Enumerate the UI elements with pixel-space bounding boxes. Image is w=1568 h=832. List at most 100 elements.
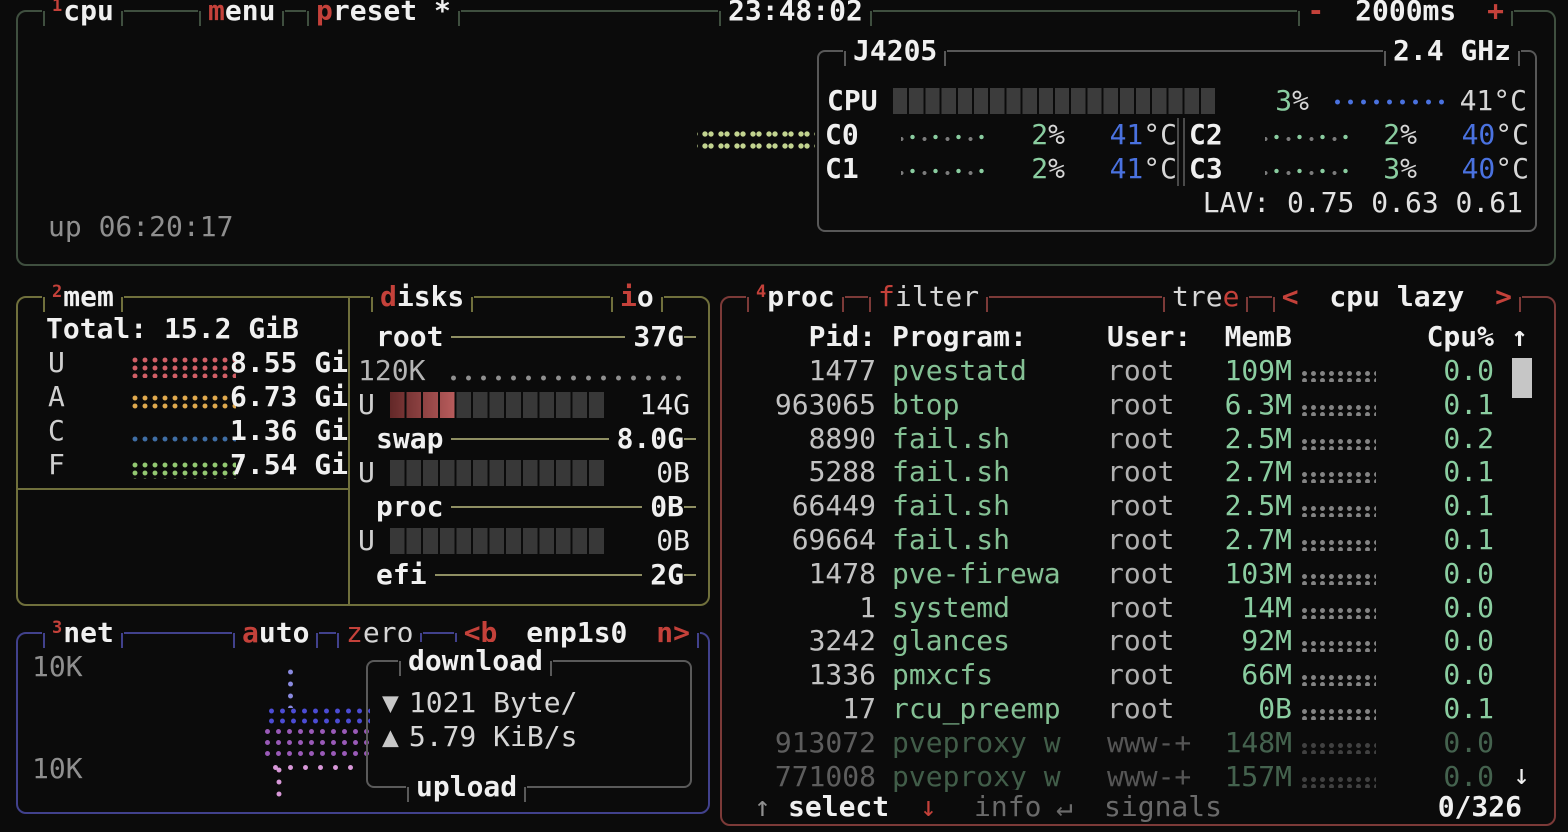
cpu-total-row: CPU 3% 41°C (819, 84, 1535, 118)
core-usage-graph (1265, 129, 1355, 141)
core-label: C0 (825, 118, 859, 151)
process-cpu-graph (1300, 775, 1376, 788)
process-cpu-graph (1300, 606, 1376, 619)
core-temp: 40°C (1461, 118, 1529, 151)
process-pid: 8890 (808, 421, 876, 455)
mem-box-title[interactable]: 2mem (42, 278, 124, 316)
process-row[interactable]: 17 rcu_preemp root 0B 0.1 (732, 692, 1524, 726)
sort-next-button[interactable]: > (1495, 280, 1512, 313)
net-upload-graph (268, 762, 362, 774)
net-speed-panel: download ▼ 1021 Byte/ ▲ 5.79 KiB/s upload (366, 642, 692, 806)
process-program: pveproxy w (892, 759, 1061, 793)
process-program: rcu_preemp (892, 692, 1061, 725)
proc-box-title[interactable]: 4proc (746, 278, 845, 316)
cpu-cores: C0 2% 41°C C1 2% 41°C C2 2% 40°C C3 3% 4… (825, 118, 1529, 186)
column-user[interactable]: User: (1107, 320, 1192, 353)
filter-button[interactable]: filter (868, 278, 990, 316)
process-mem: 2.5M (1224, 421, 1292, 455)
process-row[interactable]: 66449 fail.sh root 2.5M 0.1 (732, 489, 1524, 523)
interval-decrease-button[interactable]: - (1307, 0, 1325, 27)
select-button[interactable]: select (784, 790, 894, 824)
core-usage: 2% (1031, 152, 1065, 185)
process-cpu: 0.1 (1443, 523, 1494, 556)
process-row[interactable]: 3242 glances root 92M 0.0 (732, 624, 1524, 658)
process-cpu-graph (1300, 471, 1376, 484)
column-mem[interactable]: MemB (1224, 320, 1292, 353)
disk-used-meter-fill (390, 392, 455, 418)
process-pid: 1336 (808, 658, 876, 692)
info-button[interactable]: info (970, 790, 1046, 824)
column-cpu[interactable]: Cpu% (1426, 320, 1494, 353)
process-mem: 148M (1224, 725, 1292, 759)
column-program[interactable]: Program: (892, 320, 1027, 353)
cpu-frequency: 2.4 GHz (1382, 32, 1521, 70)
core-usage-graph (901, 163, 991, 175)
process-table-header: Pid: Program: User: MemB Cpu% (732, 320, 1524, 354)
process-cpu-graph (1300, 505, 1376, 518)
upload-speed: ▲ 5.79 KiB/s (382, 720, 578, 753)
process-mem: 2.5M (1224, 489, 1292, 523)
next-interface-button[interactable]: n> (656, 616, 690, 649)
process-user: root (1107, 489, 1175, 523)
process-row[interactable]: 5288 fail.sh root 2.7M 0.1 (732, 455, 1524, 489)
process-row[interactable]: 1478 pve-firewa root 103M 0.0 (732, 557, 1524, 591)
menu-button[interactable]: menu (198, 0, 286, 30)
process-program: btop (892, 387, 960, 421)
disk-section-proc: proc 0B (354, 490, 696, 524)
process-row[interactable]: 963065 btop root 6.3M 0.1 (732, 388, 1524, 422)
cpu-core-row: C0 2% 41°C (825, 118, 1177, 152)
net-box-number: 3 (52, 618, 63, 638)
preset-button[interactable]: preset * (306, 0, 461, 30)
net-scale-bottom: 10K (32, 752, 83, 785)
process-cpu: 0.2 (1443, 421, 1494, 455)
signals-button[interactable]: signals (1100, 790, 1227, 824)
process-mem: 2.7M (1224, 523, 1292, 556)
disks-toggle[interactable]: disks (370, 278, 475, 316)
process-row[interactable]: 913072 pveproxy w www-+ 148M 0.0 (732, 726, 1524, 760)
net-auto-toggle[interactable]: auto (232, 614, 320, 652)
process-pid: 5288 (808, 455, 876, 489)
core-usage: 3% (1383, 152, 1417, 185)
column-pid[interactable]: Pid: (808, 320, 876, 353)
core-temp: 40°C (1461, 152, 1529, 185)
process-user: root (1107, 523, 1175, 556)
process-row[interactable]: 69664 fail.sh root 2.7M 0.1 (732, 523, 1524, 557)
download-label: download (398, 642, 553, 680)
interval-increase-button[interactable]: + (1487, 0, 1504, 27)
process-row[interactable]: 1 systemd root 14M 0.0 (732, 591, 1524, 625)
core-usage-graph (1265, 163, 1355, 175)
select-up-icon[interactable]: ↑ (750, 790, 775, 824)
net-box-title[interactable]: 3net (42, 614, 124, 652)
mem-box-title-label: mem (63, 280, 114, 313)
sort-selector[interactable]: < cpu lazy > (1271, 278, 1522, 316)
process-pid: 66449 (791, 489, 876, 523)
process-row[interactable]: 771008 pveproxy w www-+ 157M 0.0 (732, 760, 1524, 794)
load-average: LAV: 0.75 0.63 0.61 (1202, 186, 1523, 219)
cpu-box-title[interactable]: 1cpu (42, 0, 124, 30)
net-box-title-label: net (63, 616, 114, 649)
process-row[interactable]: 1336 pmxcfs root 66M 0.0 (732, 658, 1524, 692)
core-label: C1 (825, 152, 859, 185)
process-user: root (1107, 658, 1175, 692)
core-label: C2 (1189, 118, 1223, 151)
io-mode-toggle[interactable]: io (610, 278, 664, 316)
process-program: pve-firewa (892, 556, 1061, 590)
sort-prev-button[interactable]: < (1281, 280, 1299, 313)
process-scrollbar[interactable] (1512, 358, 1532, 398)
process-cpu: 0.0 (1443, 725, 1494, 759)
process-row[interactable]: 8890 fail.sh root 2.5M 0.2 (732, 422, 1524, 456)
process-user: root (1107, 556, 1175, 590)
process-pid: 3242 (808, 624, 876, 658)
tree-toggle[interactable]: tree (1162, 278, 1250, 316)
process-row[interactable]: 1477 pvestatd root 109M 0.0 (732, 354, 1524, 388)
mem-disks-divider (348, 298, 350, 604)
select-down-icon[interactable]: ↓ (916, 790, 941, 824)
download-speed: ▼ 1021 Byte/ (382, 686, 578, 719)
process-program: systemd (892, 590, 1011, 624)
mem-total: Total: 15.2 GiB (46, 312, 299, 345)
process-mem: 0B (1258, 692, 1292, 725)
process-program: pmxcfs (892, 658, 994, 692)
process-user: www-+ (1107, 725, 1192, 759)
process-mem: 103M (1224, 556, 1292, 590)
process-mem: 2.7M (1224, 455, 1292, 489)
